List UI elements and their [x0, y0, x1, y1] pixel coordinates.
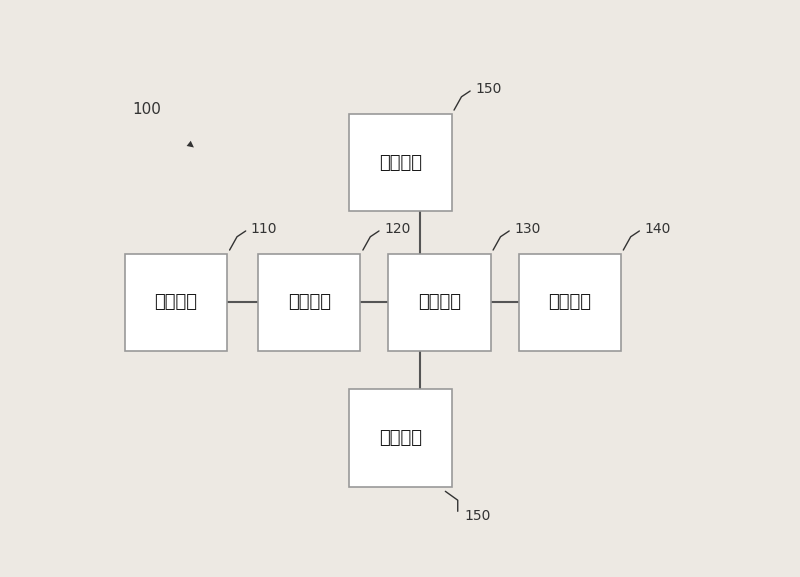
Bar: [388, 254, 490, 351]
Text: 参数单元: 参数单元: [379, 429, 422, 447]
Text: 120: 120: [384, 222, 410, 236]
Text: 150: 150: [464, 509, 490, 523]
Text: 140: 140: [644, 222, 670, 236]
Text: 检测单元: 检测单元: [154, 294, 198, 312]
Bar: [350, 114, 451, 211]
Bar: [258, 254, 361, 351]
Bar: [350, 389, 451, 487]
Text: 110: 110: [250, 222, 277, 236]
Bar: [125, 254, 227, 351]
Text: 输出单元: 输出单元: [548, 294, 591, 312]
Text: 130: 130: [514, 222, 541, 236]
Text: 150: 150: [475, 83, 502, 96]
Text: 查询单元: 查询单元: [418, 294, 461, 312]
Text: 100: 100: [132, 102, 161, 117]
Bar: [518, 254, 621, 351]
Text: 论域单元: 论域单元: [379, 153, 422, 171]
Text: 计算单元: 计算单元: [288, 294, 330, 312]
